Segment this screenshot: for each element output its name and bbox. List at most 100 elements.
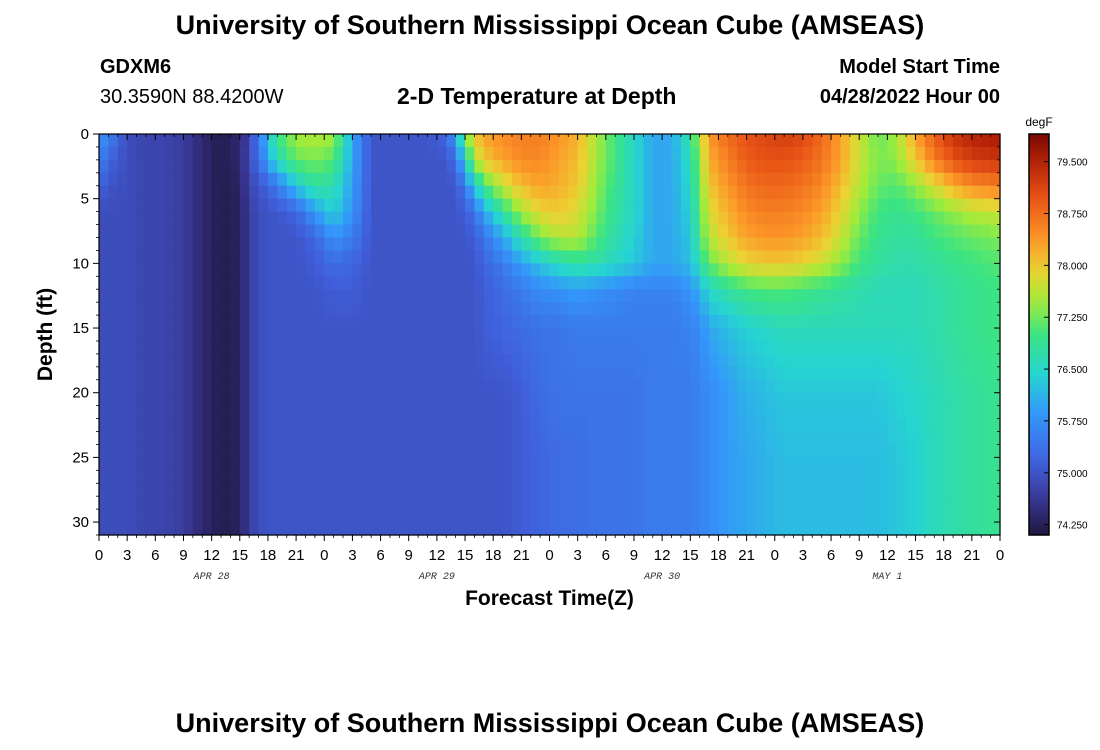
heatmap-cell (962, 198, 973, 213)
heatmap-cell (971, 496, 982, 510)
heatmap-cell (962, 159, 973, 174)
heatmap-cell (558, 172, 569, 187)
heatmap-cell (671, 146, 682, 161)
heatmap-cell (277, 328, 288, 342)
heatmap-cell (962, 353, 973, 368)
heatmap-cell (812, 470, 823, 484)
heatmap-cell (352, 431, 363, 446)
heatmap-cell (324, 483, 335, 497)
heatmap-cell (371, 522, 382, 536)
heatmap-cell (981, 470, 992, 484)
heatmap-cell (784, 172, 795, 187)
heatmap-cell (371, 185, 382, 200)
heatmap-cell (577, 237, 588, 252)
heatmap-cell (802, 379, 813, 394)
heatmap-cell (493, 302, 504, 316)
heatmap-cell (230, 185, 241, 200)
heatmap-cell (221, 263, 231, 277)
heatmap-cell (239, 185, 250, 200)
heatmap-cell (690, 237, 701, 252)
heatmap-cell (812, 302, 823, 316)
colorbar-tick-label: 79.500 (1057, 158, 1088, 169)
heatmap-cell (483, 470, 494, 484)
heatmap-cell (352, 302, 363, 316)
heatmap-cell (887, 444, 898, 458)
heatmap-cell (868, 418, 879, 433)
heatmap-cell (812, 522, 823, 536)
heatmap-cell (136, 418, 147, 433)
heatmap-cell (868, 211, 879, 226)
heatmap-cell (774, 134, 785, 148)
heatmap-cell (286, 522, 297, 536)
heatmap-cell (755, 250, 766, 264)
heatmap-cell (521, 366, 532, 381)
heatmap-cell (446, 185, 457, 200)
heatmap-cell (239, 353, 250, 368)
heatmap-cell (587, 172, 598, 187)
heatmap-cell (896, 198, 907, 213)
heatmap-cell (211, 496, 222, 510)
heatmap-cell (286, 250, 297, 264)
heatmap-cell (418, 134, 429, 148)
heatmap-cell (784, 237, 795, 252)
heatmap-cell (624, 379, 635, 394)
heatmap-cell (868, 496, 879, 510)
heatmap-cell (474, 172, 485, 187)
heatmap-cell (953, 302, 964, 316)
heatmap-cell (737, 263, 748, 277)
heatmap-cell (249, 289, 260, 303)
heatmap-cell (746, 263, 757, 277)
heatmap-cell (662, 159, 673, 174)
heatmap-cell (211, 366, 222, 381)
heatmap-cell (896, 146, 907, 161)
heatmap-cell (239, 315, 250, 329)
heatmap-cell (953, 328, 964, 342)
heatmap-cell (493, 418, 504, 433)
heatmap-cell (202, 509, 213, 523)
heatmap-cell (577, 198, 588, 213)
heatmap-cell (802, 444, 813, 458)
heatmap-cell (427, 483, 438, 497)
heatmap-cell (605, 379, 616, 394)
heatmap-cell (680, 302, 691, 316)
heatmap-cell (971, 302, 982, 316)
heatmap-cell (202, 418, 213, 433)
heatmap-cell (446, 289, 457, 303)
heatmap-cell (953, 146, 964, 161)
heatmap-cell (239, 366, 250, 381)
heatmap-cell (596, 276, 607, 290)
heatmap-cell (577, 211, 588, 226)
heatmap-cell (418, 237, 429, 252)
heatmap-cell (136, 134, 147, 148)
heatmap-cell (361, 211, 372, 226)
heatmap-cell (155, 159, 166, 174)
heatmap-cell (483, 211, 494, 226)
heatmap-cell (887, 134, 898, 148)
heatmap-cell (971, 224, 982, 239)
heatmap-cell (474, 198, 485, 213)
heatmap-cell (643, 392, 654, 407)
heatmap-cell (155, 522, 166, 536)
heatmap-cell (343, 185, 354, 200)
heatmap-cell (906, 198, 917, 213)
heatmap-cell (108, 431, 119, 446)
heatmap-cell (981, 457, 992, 471)
heatmap-cell (530, 353, 541, 368)
heatmap-cell (511, 224, 522, 239)
heatmap-cell (465, 392, 476, 407)
heatmap-cell (633, 340, 644, 355)
heatmap-cell (474, 146, 485, 161)
heatmap-cell (221, 289, 231, 303)
heatmap-cell (924, 315, 935, 329)
heatmap-cell (662, 522, 673, 536)
heatmap-cell (324, 263, 335, 277)
heatmap-cell (652, 185, 663, 200)
heatmap-cell (333, 457, 344, 471)
heatmap-cell (971, 263, 982, 277)
heatmap-cell (502, 263, 513, 277)
heatmap-cell (136, 379, 147, 394)
heatmap-cell (192, 276, 203, 290)
heatmap-cell (812, 198, 823, 213)
heatmap-cell (502, 509, 513, 523)
heatmap-cell (887, 302, 898, 316)
